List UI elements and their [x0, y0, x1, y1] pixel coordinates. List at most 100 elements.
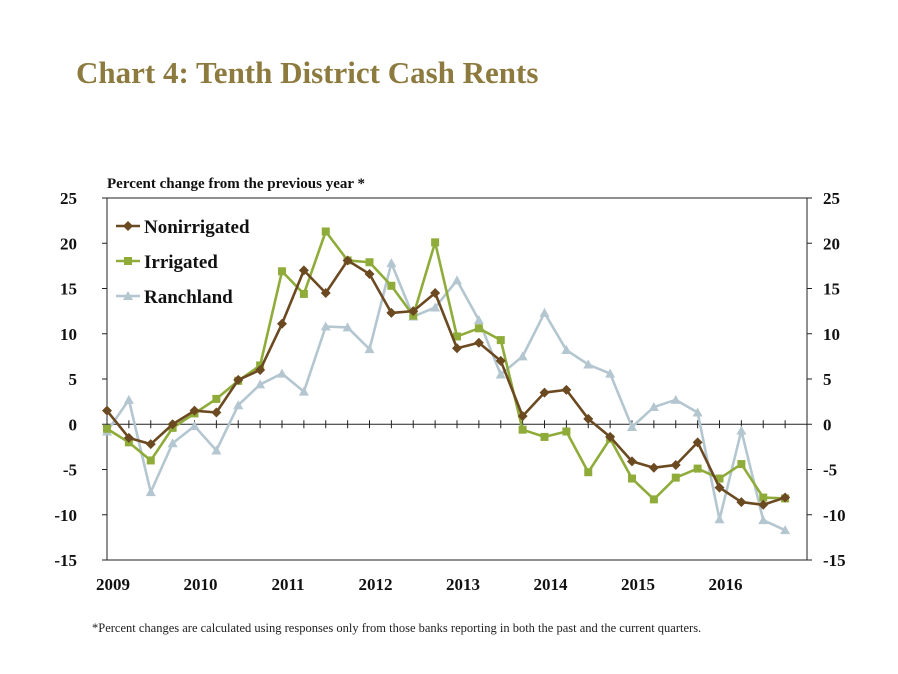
y-tick-label-left: 20	[60, 234, 77, 253]
data-point	[233, 374, 244, 385]
data-point	[342, 322, 353, 332]
y-tick-label-left: 15	[60, 280, 77, 299]
data-point	[692, 437, 703, 448]
data-point	[189, 421, 200, 431]
data-point	[692, 407, 703, 417]
y-tick-label-right: 10	[823, 325, 840, 344]
data-point	[583, 359, 594, 369]
legend: Nonirrigated Irrigated Ranchland	[116, 217, 250, 308]
data-point	[562, 427, 571, 436]
data-point	[758, 515, 769, 525]
data-point	[123, 394, 134, 404]
data-point	[496, 336, 505, 345]
data-point	[320, 321, 331, 331]
data-point	[605, 431, 616, 442]
data-point	[277, 368, 287, 378]
data-point	[473, 315, 484, 325]
data-point	[540, 432, 549, 441]
data-point	[495, 355, 506, 366]
data-point	[518, 425, 527, 434]
data-point	[386, 258, 397, 268]
data-point	[255, 364, 266, 375]
data-point	[539, 307, 550, 317]
y-tick-label-left: 5	[69, 370, 78, 389]
y-tick-label-left: 0	[69, 415, 78, 434]
legend-item: Nonirrigated	[116, 217, 250, 238]
legend-item: Irrigated	[116, 252, 218, 273]
data-point	[298, 386, 309, 396]
data-point	[736, 425, 747, 435]
data-point	[452, 275, 462, 285]
data-point	[584, 468, 593, 477]
x-tick-label: 2012	[359, 575, 393, 594]
data-point	[342, 255, 353, 266]
data-point	[298, 265, 309, 276]
data-point	[320, 288, 331, 299]
data-point	[277, 318, 287, 329]
data-point	[145, 487, 156, 497]
y-tick-label-right: 25	[823, 189, 840, 208]
x-tick-label: 2016	[709, 575, 743, 594]
data-point	[517, 351, 528, 361]
chart-subtitle: Percent change from the previous year *	[107, 176, 365, 192]
y-tick-label-left: 25	[60, 189, 77, 208]
data-point	[758, 499, 769, 510]
data-point	[649, 495, 658, 504]
data-point	[780, 492, 791, 503]
x-tick-label: 2010	[184, 575, 218, 594]
data-point	[167, 438, 178, 448]
data-point	[693, 464, 702, 473]
data-point	[431, 238, 440, 247]
data-point	[365, 258, 374, 267]
data-point	[386, 307, 397, 318]
data-point	[408, 306, 419, 317]
y-tick-label-right: -15	[823, 551, 846, 570]
y-tick-label-left: -5	[63, 461, 77, 480]
y-tick-label-left: -10	[54, 506, 77, 525]
data-point	[648, 402, 659, 412]
page-title: Chart 4: Tenth District Cash Rents	[76, 55, 539, 90]
data-point	[780, 525, 791, 535]
y-tick-label-left: 10	[60, 325, 77, 344]
series-nonirrigated	[102, 255, 791, 510]
x-tick-label: 2014	[534, 575, 569, 594]
data-point	[736, 497, 747, 508]
data-point	[648, 462, 659, 473]
data-point	[628, 474, 636, 483]
legend-label: Ranchland	[144, 287, 233, 308]
data-point	[278, 267, 286, 276]
data-point	[364, 269, 375, 280]
data-point	[627, 421, 637, 431]
data-point	[495, 369, 506, 379]
data-point	[212, 394, 221, 403]
data-point	[430, 302, 441, 312]
data-point	[211, 445, 222, 455]
data-point	[671, 473, 680, 482]
y-tick-label-right: 5	[823, 370, 832, 389]
y-tick-label-right: 15	[823, 280, 840, 299]
y-tick-label-right: -5	[823, 461, 837, 480]
footnote: *Percent changes are calculated using re…	[92, 621, 702, 635]
y-tick-label-right: 0	[823, 415, 832, 434]
data-point	[233, 400, 244, 410]
data-point	[146, 456, 155, 465]
data-point	[364, 344, 375, 354]
data-point	[123, 432, 134, 443]
data-point	[473, 337, 484, 348]
y-tick-label-right: -10	[823, 506, 846, 525]
legend-swatch-marker	[123, 291, 133, 300]
data-point	[211, 407, 222, 418]
data-point	[583, 413, 594, 424]
data-point	[539, 387, 550, 398]
data-point	[255, 379, 266, 389]
data-point	[561, 345, 572, 355]
data-point	[715, 474, 724, 483]
legend-label: Irrigated	[144, 252, 218, 273]
data-point	[299, 289, 308, 298]
data-point	[387, 281, 396, 290]
data-point	[517, 411, 528, 422]
data-point	[474, 324, 483, 333]
data-point	[103, 424, 111, 433]
x-tick-label: 2011	[271, 575, 304, 594]
